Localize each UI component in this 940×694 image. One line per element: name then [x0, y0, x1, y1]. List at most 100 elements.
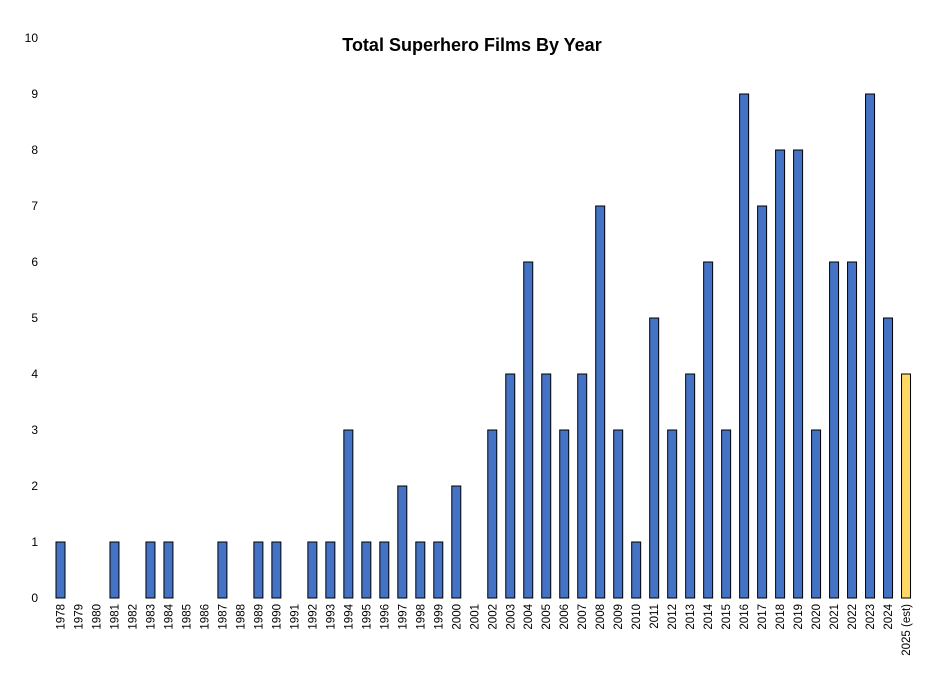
x-tick-label: 2009	[613, 604, 625, 630]
x-tick-label: 2021	[829, 604, 841, 630]
chart-title: Total Superhero Films By Year	[342, 35, 601, 55]
bar-1992	[307, 541, 318, 599]
x-tick-label: 2008	[595, 604, 607, 630]
bar-2017	[757, 205, 768, 599]
x-tick-label: 2012	[667, 604, 679, 630]
bar-1999	[433, 541, 444, 599]
x-tick-label: 1998	[415, 604, 427, 630]
x-tick-label: 1996	[379, 604, 391, 630]
bars	[55, 93, 912, 599]
bar-1978	[55, 541, 66, 599]
x-tick-label: 2002	[487, 604, 499, 630]
bar-2019	[793, 149, 804, 599]
bar-2018	[775, 149, 786, 599]
bar-1997	[397, 485, 408, 599]
bar-2004	[523, 261, 534, 599]
x-tick-label: 2019	[793, 604, 805, 630]
x-tick-label: 1995	[361, 604, 373, 630]
x-tick-label: 1979	[73, 604, 85, 630]
x-tick-label: 2017	[757, 604, 769, 630]
x-tick-label: 2007	[577, 604, 589, 630]
x-tick-label: 2020	[811, 604, 823, 630]
bar-1987	[217, 541, 228, 599]
x-tick-label: 1981	[109, 604, 121, 630]
x-tick-label: 2023	[865, 604, 877, 630]
y-tick-label: 9	[31, 87, 38, 101]
y-tick-label: 0	[31, 591, 38, 605]
bar-1990	[271, 541, 282, 599]
y-tick-label: 1	[31, 535, 38, 549]
x-tick-label: 2006	[559, 604, 571, 630]
x-tick-label: 1985	[181, 604, 193, 630]
bar-1994	[343, 429, 354, 599]
y-tick-label: 3	[31, 423, 38, 437]
x-tick-label: 1990	[271, 604, 283, 630]
x-tick-label: 2014	[703, 603, 715, 629]
x-tick-label: 1993	[325, 604, 337, 630]
x-tick-label: 1999	[433, 604, 445, 630]
bar-2010	[631, 541, 642, 599]
y-tick-label: 4	[31, 367, 38, 381]
y-tick-label: 6	[31, 255, 38, 269]
x-tick-label: 1982	[127, 604, 139, 630]
x-tick-label: 1997	[397, 604, 409, 630]
y-tick-label: 2	[31, 479, 38, 493]
bar-2020	[811, 429, 822, 599]
bar-1981	[109, 541, 120, 599]
bar-2006	[559, 429, 570, 599]
bar-2009	[613, 429, 624, 599]
bar-1983	[145, 541, 156, 599]
x-tick-label: 2000	[451, 604, 463, 630]
bar-2005	[541, 373, 552, 599]
x-tick-label: 1988	[235, 604, 247, 630]
bar-1996	[379, 541, 390, 599]
bar-1989	[253, 541, 264, 599]
bar-2022	[847, 261, 858, 599]
x-tick-label: 1983	[145, 604, 157, 630]
x-tick-label: 2022	[847, 604, 859, 630]
bar-2007	[577, 373, 588, 599]
x-tick-label: 2005	[541, 604, 553, 630]
bar-2025-est	[901, 373, 912, 599]
x-tick-label: 2013	[685, 604, 697, 630]
bar-1998	[415, 541, 426, 599]
y-tick-label: 10	[25, 31, 39, 45]
bar-2012	[667, 429, 678, 599]
bar-2002	[487, 429, 498, 599]
y-tick-label: 7	[31, 199, 38, 213]
bar-2016	[739, 93, 750, 599]
x-tick-label: 2025 (est)	[901, 604, 913, 656]
x-tick-label: 2024	[883, 603, 895, 629]
x-tick-label: 2018	[775, 604, 787, 630]
x-tick-label: 1984	[163, 603, 175, 629]
x-axis-ticks: 1978 1979 1980 1981 1982 1983 1984 1985 1986 1987…	[56, 603, 914, 655]
x-tick-label: 2016	[739, 604, 751, 630]
bar-2023	[865, 93, 876, 599]
x-tick-label: 2011	[649, 604, 661, 629]
x-tick-label: 2001	[469, 604, 481, 630]
y-axis-ticks: 0 1 2 3 4 5 6 7 8 9 10	[25, 31, 39, 605]
bar-2015	[721, 429, 732, 599]
x-tick-label: 2003	[505, 604, 517, 630]
bar-1993	[325, 541, 336, 599]
bar-2013	[685, 373, 696, 599]
y-tick-label: 8	[31, 143, 38, 157]
x-tick-label: 1986	[199, 604, 211, 630]
x-tick-label: 1991	[289, 604, 301, 630]
bar-1984	[163, 541, 174, 599]
bar-2008	[595, 205, 606, 599]
bar-2003	[505, 373, 516, 599]
x-tick-label: 1978	[56, 604, 68, 630]
x-tick-label: 1987	[217, 604, 229, 630]
x-tick-label: 1980	[91, 604, 103, 630]
bar-2021	[829, 261, 840, 599]
x-tick-label: 2004	[523, 603, 535, 629]
x-tick-label: 1994	[343, 603, 355, 629]
x-tick-label: 2015	[721, 604, 733, 630]
bar-2024	[883, 317, 894, 599]
bar-2014	[703, 261, 714, 599]
x-tick-label: 2010	[631, 604, 643, 630]
bar-2000	[451, 485, 462, 599]
bar-2011	[649, 317, 660, 599]
